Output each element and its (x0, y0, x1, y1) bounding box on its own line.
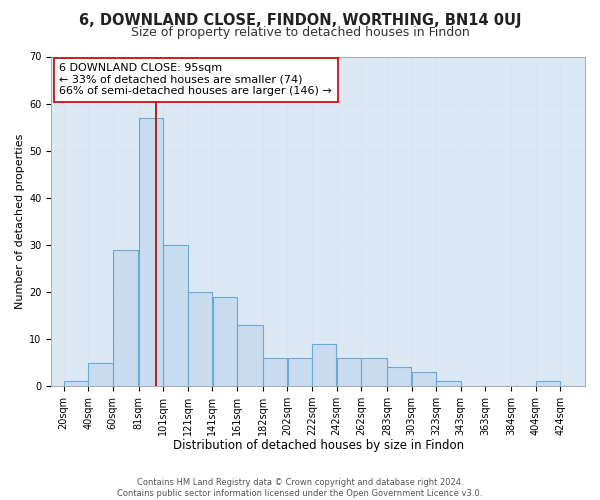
X-axis label: Distribution of detached houses by size in Findon: Distribution of detached houses by size … (173, 440, 464, 452)
Bar (387, 368, 412, 386)
Bar (337, 358, 361, 386)
Bar (287, 358, 312, 386)
Bar (536, 382, 560, 386)
Bar (64, 382, 88, 386)
Bar (237, 325, 263, 386)
Bar (361, 358, 387, 386)
Text: Size of property relative to detached houses in Findon: Size of property relative to detached ho… (131, 26, 469, 39)
Text: 6, DOWNLAND CLOSE, FINDON, WORTHING, BN14 0UJ: 6, DOWNLAND CLOSE, FINDON, WORTHING, BN1… (79, 12, 521, 28)
Bar (212, 296, 237, 386)
Bar (436, 382, 461, 386)
Bar (188, 292, 212, 386)
Bar (412, 372, 436, 386)
Text: 6 DOWNLAND CLOSE: 95sqm
← 33% of detached houses are smaller (74)
66% of semi-de: 6 DOWNLAND CLOSE: 95sqm ← 33% of detache… (59, 63, 332, 96)
Text: Contains HM Land Registry data © Crown copyright and database right 2024.
Contai: Contains HM Land Registry data © Crown c… (118, 478, 482, 498)
Bar (263, 358, 287, 386)
Bar (113, 250, 139, 386)
Bar (312, 344, 337, 386)
Bar (88, 362, 113, 386)
Y-axis label: Number of detached properties: Number of detached properties (15, 134, 25, 309)
Bar (163, 245, 188, 386)
Bar (139, 118, 163, 386)
